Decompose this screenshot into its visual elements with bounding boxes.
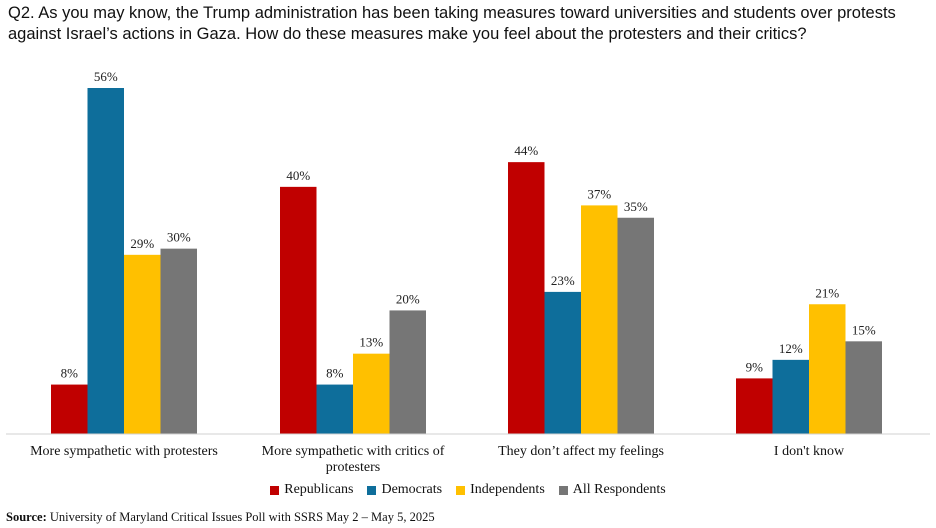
bar-democrats-2 (544, 291, 581, 434)
legend-label-all-respondents: All Respondents (572, 482, 666, 497)
legend-item-democrats: Democrats (367, 482, 442, 498)
bar-all-respondents-1 (389, 310, 426, 434)
data-label-all-respondents-0: 30% (167, 230, 191, 245)
category-label-1: More sympathetic with critics of proteste… (262, 444, 445, 475)
category-label-line: They don’t affect my feelings (498, 444, 664, 459)
legend-swatch-republicans (270, 485, 280, 495)
category-label-line: More sympathetic with critics of (262, 444, 445, 459)
data-label-independents-1: 13% (359, 335, 383, 350)
legend-label-democrats: Democrats (381, 482, 443, 497)
data-label-independents-0: 29% (130, 236, 154, 251)
legend-swatch-democrats (367, 485, 377, 495)
data-label-republicans-2: 44% (514, 143, 538, 158)
data-label-republicans-1: 40% (286, 168, 310, 183)
bar-independents-3 (809, 304, 846, 434)
data-label-all-respondents-3: 15% (852, 322, 876, 337)
data-label-democrats-2: 23% (551, 273, 575, 288)
bar-independents-2 (581, 205, 618, 434)
data-label-all-respondents-2: 35% (624, 199, 648, 214)
category-label-2: They don’t affect my feelings (498, 444, 664, 459)
data-label-independents-2: 37% (587, 186, 611, 201)
legend-label-independents: Independents (470, 482, 545, 497)
bar-republicans-2 (508, 162, 545, 434)
data-label-republicans-3: 9% (746, 359, 764, 374)
bar-independents-1 (353, 353, 390, 434)
category-label-0: More sympathetic with protesters (30, 444, 218, 459)
category-label-3: I don't know (774, 444, 845, 459)
category-label-line: More sympathetic with protesters (30, 444, 218, 459)
legend-swatch-independents (456, 485, 466, 495)
source-label: Source: (6, 510, 47, 524)
legend-item-independents: Independents (456, 482, 545, 498)
bar-all-respondents-2 (617, 217, 654, 434)
bar-democrats-3 (772, 359, 809, 434)
legend-item-all-respondents: All Respondents (558, 482, 666, 498)
legend-swatch-all-respondents (558, 485, 568, 495)
category-label-line: protesters (326, 460, 380, 475)
data-label-democrats-1: 8% (326, 366, 344, 381)
bar-all-respondents-3 (845, 341, 882, 434)
bar-all-respondents-0 (160, 248, 197, 434)
bar-independents-0 (124, 254, 161, 434)
source-note: Source: University of Maryland Critical … (6, 510, 435, 525)
source-text: University of Maryland Critical Issues P… (49, 510, 435, 524)
bar-democrats-1 (316, 384, 353, 434)
bars-layer (51, 88, 882, 434)
value-labels-layer: 8% 56% 29% 30% 40% 8% 13% 20% 44% 23% 37% 35% 9% 12% 2… (61, 69, 876, 381)
legend-item-republicans: Republicans (270, 482, 353, 498)
bar-republicans-1 (280, 186, 317, 434)
bar-republicans-3 (736, 378, 773, 434)
legend: Republicans Democrats Independents All R… (0, 482, 936, 498)
bar-democrats-0 (87, 88, 124, 434)
data-label-republicans-0: 8% (61, 366, 79, 381)
chart-title: Q2. As you may know, the Trump administr… (8, 4, 896, 43)
legend-label-republicans: Republicans (284, 482, 354, 497)
category-label-line: I don't know (774, 444, 845, 459)
category-labels-layer: More sympathetic with protesters More sym… (30, 444, 845, 475)
data-label-all-respondents-1: 20% (396, 291, 420, 306)
data-label-independents-3: 21% (815, 285, 839, 300)
data-label-democrats-3: 12% (779, 341, 803, 356)
bar-republicans-0 (51, 384, 88, 434)
data-label-democrats-0: 56% (94, 69, 118, 84)
